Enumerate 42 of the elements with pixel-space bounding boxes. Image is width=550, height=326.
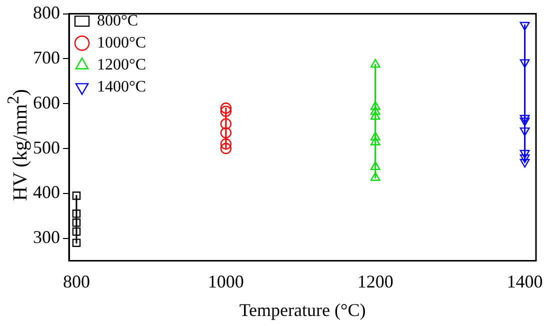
point	[520, 59, 530, 68]
point	[220, 106, 232, 117]
point	[520, 114, 530, 124]
point	[520, 22, 530, 31]
y-tick-label: 500	[33, 137, 60, 158]
point	[520, 118, 530, 126]
point	[370, 106, 380, 115]
point	[72, 238, 81, 247]
point	[220, 102, 232, 114]
point	[370, 58, 380, 68]
point	[72, 192, 81, 200]
legend-label: 1400°C	[97, 78, 146, 96]
point	[220, 138, 232, 150]
x-tick-label: 800	[62, 271, 90, 292]
point	[72, 227, 81, 236]
y-tick-label: 600	[33, 92, 60, 112]
point	[520, 150, 530, 159]
point	[220, 118, 232, 130]
x-axis-title: Temperature (°C)	[239, 300, 366, 320]
point	[370, 136, 380, 146]
point	[370, 101, 380, 110]
y-tick-label: 700	[33, 47, 60, 68]
point	[220, 142, 232, 154]
x-tick-label: 1200	[357, 271, 394, 292]
legend-label: 800°C	[97, 12, 138, 30]
x-tick-label: 1000	[208, 271, 244, 292]
point	[220, 127, 232, 138]
legend-label: 1200°C	[97, 56, 146, 74]
y-tick-label: 400	[33, 182, 60, 202]
point	[520, 154, 530, 164]
point	[370, 132, 380, 140]
point	[72, 210, 81, 218]
y-tick-label: 800	[33, 2, 60, 23]
point	[520, 127, 530, 136]
point	[370, 111, 380, 120]
legend-label: 1000°C	[97, 34, 146, 52]
point	[370, 172, 380, 181]
y-tick-label: 300	[33, 227, 60, 248]
point	[370, 161, 380, 170]
point	[72, 218, 81, 227]
x-tick-label: 1400	[506, 271, 543, 292]
point	[520, 158, 530, 168]
